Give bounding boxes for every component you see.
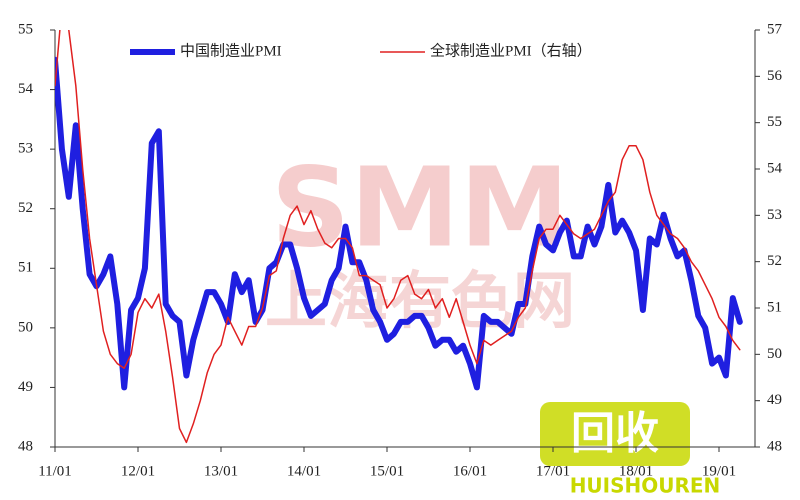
- y-tick-label: 52: [18, 200, 33, 216]
- series-line: [55, 30, 741, 444]
- x-tick-label: 12/01: [121, 463, 155, 479]
- x-tick-label: 15/01: [370, 463, 404, 479]
- x-tick-label: 17/01: [536, 463, 570, 479]
- legend-label: 中国制造业PMI: [180, 42, 282, 59]
- y2-tick-label: 49: [767, 392, 782, 408]
- series-line: [55, 56, 743, 391]
- y2-tick-label: 51: [767, 299, 782, 315]
- y2-tick-label: 57: [767, 21, 783, 37]
- legend-label: 全球制造业PMI（右轴）: [430, 41, 592, 59]
- y2-tick-label: 55: [767, 114, 782, 130]
- x-tick-label: 16/01: [453, 463, 487, 479]
- y-tick-label: 51: [18, 260, 33, 276]
- y2-tick-label: 48: [767, 438, 782, 454]
- y-tick-label: 50: [18, 319, 33, 335]
- y-tick-label: 53: [18, 141, 33, 157]
- y2-tick-label: 54: [767, 160, 783, 176]
- y-tick-label: 55: [18, 21, 33, 37]
- y2-tick-label: 50: [767, 346, 782, 362]
- y-tick-label: 49: [18, 379, 33, 395]
- x-tick-label: 13/01: [204, 463, 238, 479]
- logo-box: [540, 402, 690, 466]
- logo-subtext: HUISHOUREN: [570, 474, 721, 498]
- y-tick-label: 54: [18, 81, 34, 97]
- y2-tick-label: 56: [767, 68, 783, 84]
- logo-text: 回收: [571, 408, 659, 459]
- watermark: SMM: [271, 143, 569, 271]
- x-tick-label: 18/01: [619, 463, 653, 479]
- x-tick-label: 14/01: [287, 463, 321, 479]
- x-tick-label: 19/01: [702, 463, 736, 479]
- plot-area: [55, 30, 743, 444]
- x-tick-label: 11/01: [38, 463, 72, 479]
- y-tick-label: 48: [18, 438, 33, 454]
- y2-tick-label: 52: [767, 253, 782, 269]
- y2-tick-label: 53: [767, 207, 782, 223]
